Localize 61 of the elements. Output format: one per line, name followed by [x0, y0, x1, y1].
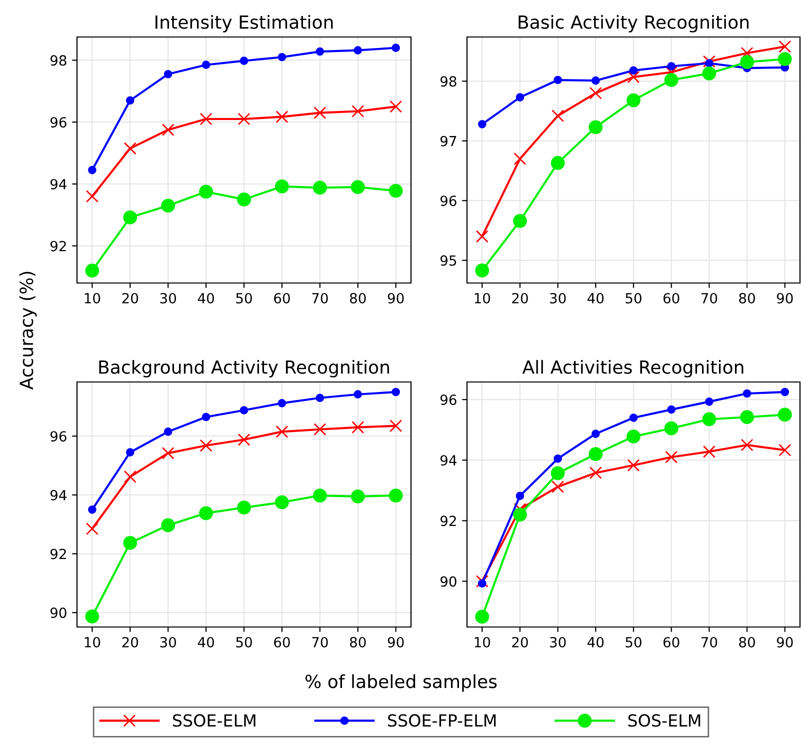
x-tick-label: 10 [84, 292, 100, 304]
x-tick-label: 20 [512, 292, 528, 304]
y-tick-label: 95 [440, 255, 456, 266]
y-tick-label: 98 [50, 55, 66, 66]
chart-title: Basic Activity Recognition [518, 14, 749, 32]
y-tick-label: 98 [440, 76, 456, 87]
x-tick-label: 20 [512, 636, 528, 648]
x-tick-label: 60 [663, 636, 680, 648]
x-tick-label: 90 [388, 636, 404, 648]
x-axis-title: % of labeled samples [305, 674, 497, 692]
x-tick-label: 70 [701, 292, 718, 304]
y-tick-label: 90 [50, 608, 66, 618]
x-tick-label: 20 [122, 636, 138, 648]
x-tick-label: 80 [350, 292, 366, 304]
y-tick-label: 96 [440, 196, 456, 206]
x-tick-label: 90 [776, 292, 793, 304]
legend-label: SSOE-FP-ELM [388, 714, 496, 727]
x-tick-label: 70 [312, 636, 328, 648]
x-tick-label: 80 [739, 292, 755, 304]
y-tick-label: 96 [50, 431, 66, 442]
x-tick-label: 30 [550, 636, 566, 648]
legend-label: SSOE-ELM [173, 714, 256, 727]
y-tick-label: 96 [440, 394, 456, 406]
x-tick-label: 50 [626, 636, 642, 648]
chart-title: Background Activity Recognition [99, 360, 389, 378]
x-tick-label: 50 [626, 292, 642, 304]
x-tick-label: 90 [388, 292, 404, 304]
x-tick-label: 60 [274, 636, 290, 648]
x-tick-label: 40 [588, 292, 604, 304]
x-tick-label: 50 [236, 636, 252, 648]
y-tick-label: 94 [50, 490, 66, 500]
x-tick-label: 10 [84, 636, 100, 648]
x-tick-label: 10 [474, 292, 490, 304]
y-axis-title: Accuracy (%) [19, 272, 37, 390]
x-tick-label: 80 [350, 636, 366, 648]
chart-title: All Activities Recognition [522, 360, 744, 378]
y-tick-label: 92 [50, 548, 66, 560]
y-tick-label: 94 [440, 455, 456, 466]
chart-title: Intensity Estimation [156, 14, 333, 32]
x-tick-label: 60 [274, 292, 290, 304]
x-tick-label: 80 [739, 636, 755, 648]
y-tick-label: 97 [440, 136, 456, 146]
x-tick-label: 30 [550, 292, 566, 304]
x-tick-label: 40 [198, 636, 214, 648]
x-tick-label: 60 [663, 292, 680, 304]
y-tick-label: 92 [440, 516, 456, 526]
y-tick-label: 90 [440, 576, 456, 587]
legend-label: SOS-ELM [628, 714, 700, 727]
x-tick-label: 10 [474, 636, 490, 648]
x-tick-label: 30 [160, 636, 176, 648]
x-tick-label: 50 [236, 292, 252, 304]
x-tick-label: 40 [198, 292, 214, 304]
x-tick-label: 70 [701, 636, 718, 648]
y-tick-label: 94 [50, 178, 66, 190]
x-tick-label: 90 [776, 636, 793, 648]
y-tick-label: 96 [50, 117, 66, 128]
y-tick-label: 92 [50, 240, 66, 252]
x-tick-label: 30 [160, 292, 176, 304]
x-tick-label: 20 [122, 292, 138, 304]
x-tick-label: 40 [588, 636, 604, 648]
x-tick-label: 70 [312, 292, 328, 304]
